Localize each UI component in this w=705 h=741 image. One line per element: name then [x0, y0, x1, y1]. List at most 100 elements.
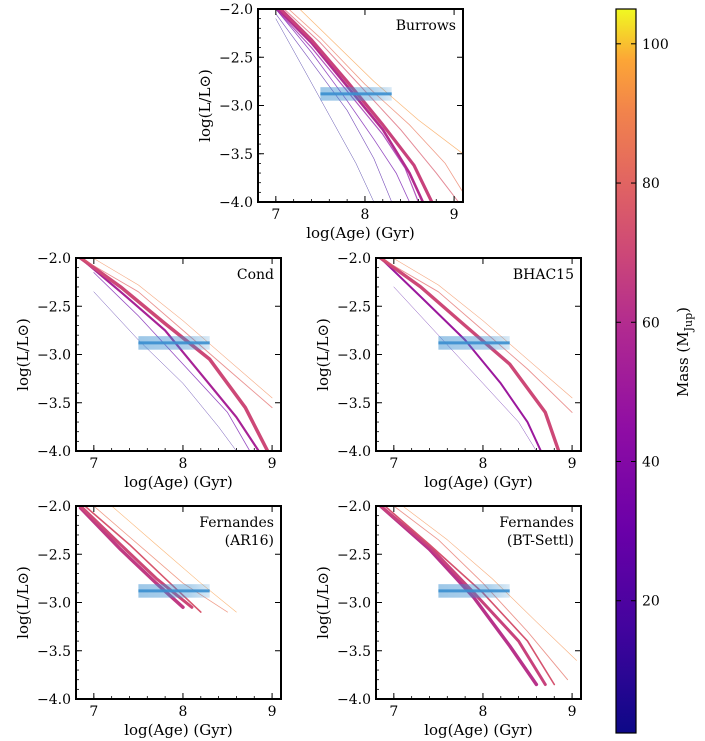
- plot-content: [275, 9, 463, 202]
- x-tick-label: 9: [450, 207, 459, 223]
- y-axis-label: log(L/L⊙): [314, 318, 332, 391]
- panel-title: BHAC15: [513, 267, 574, 283]
- plot-content: [78, 506, 237, 613]
- y-tick-label: −3.5: [337, 644, 371, 660]
- x-axis-label: log(Age) (Gyr): [124, 473, 233, 491]
- series-line-mass-80: [380, 258, 573, 413]
- x-tick-label: 9: [268, 704, 277, 720]
- y-tick-label: −4.0: [337, 692, 371, 708]
- y-tick-label: −2.5: [37, 299, 71, 315]
- series-line-mass-50: [379, 258, 542, 451]
- panel-burrows: 7 8 9 −2.0 −2.5 −3.0 −3.5 −4.0 log(Age) (Gyr) log…: [196, 2, 464, 242]
- x-tick-label: 7: [271, 207, 280, 223]
- y-tick-label: −4.0: [337, 444, 371, 460]
- plot-content: [378, 258, 573, 451]
- y-tick-label: −3.0: [219, 99, 253, 115]
- y-tick-label: −3.5: [219, 147, 253, 163]
- y-tick-label: −2.0: [337, 251, 371, 267]
- panel-title: Fernandes: [499, 515, 574, 531]
- x-tick-label: 8: [178, 456, 187, 472]
- y-axis-label: log(L/L⊙): [14, 318, 32, 391]
- series-line-mass-85: [287, 9, 463, 193]
- x-tick-label: 7: [389, 704, 398, 720]
- y-tick-label: −4.0: [37, 444, 71, 460]
- x-tick-label: 9: [568, 456, 577, 472]
- y-tick-label: −3.0: [337, 596, 371, 612]
- x-axis-label: log(Age) (Gyr): [124, 721, 233, 739]
- y-axis-label: log(L/L⊙): [314, 566, 332, 639]
- y-tick-label: −2.0: [337, 499, 371, 515]
- panel-title-line2: (AR16): [225, 533, 274, 549]
- series-line-mass-80: [80, 258, 273, 409]
- y-tick-label: −2.0: [219, 2, 253, 18]
- plot-content: [78, 258, 273, 451]
- x-tick-label: 9: [568, 704, 577, 720]
- colorbar-tick-label: 60: [642, 315, 660, 331]
- x-tick-label: 8: [478, 704, 487, 720]
- y-tick-label: −4.0: [219, 195, 253, 211]
- x-tick-label: 8: [178, 704, 187, 720]
- colorbar-tick-label: 40: [642, 455, 660, 471]
- series-line-mass-92: [402, 506, 577, 661]
- plot-content: [378, 506, 577, 687]
- panel-title: Cond: [237, 267, 274, 283]
- series-line-mass-15: [275, 13, 393, 202]
- y-tick-label: −2.5: [37, 547, 71, 563]
- x-tick-label: 8: [478, 456, 487, 472]
- y-tick-label: −2.0: [37, 499, 71, 515]
- y-tick-label: −2.5: [337, 299, 371, 315]
- y-tick-label: −3.5: [337, 396, 371, 412]
- series-line-mass-20: [393, 286, 537, 451]
- x-tick-label: 7: [89, 456, 98, 472]
- series-line-mass-95: [111, 506, 237, 613]
- series-line-mass-95: [299, 9, 463, 155]
- series-line-mass-5: [275, 18, 375, 202]
- series-line-mass-76: [283, 9, 459, 202]
- plot-area: [258, 9, 463, 202]
- x-tick-label: 7: [89, 704, 98, 720]
- colorbar-ticks: 20 40 60 80 100: [616, 37, 669, 610]
- plot-area: [76, 258, 281, 451]
- series-line-mass-60: [275, 9, 425, 202]
- y-axis-label: log(L/L⊙): [14, 566, 32, 639]
- y-tick-label: −2.5: [337, 547, 371, 563]
- panel-fernandes-btsettl: 7 8 9 −2.0 −2.5 −3.0 −3.5 −4.0 log(Age) (Gyr) log…: [314, 499, 582, 739]
- colorbar-label: Mass (MJup): [674, 307, 695, 397]
- y-tick-label: −2.5: [219, 50, 253, 66]
- panel-fernandes-ar16: 7 8 9 −2.0 −2.5 −3.0 −3.5 −4.0 log(Age) (Gyr) log…: [14, 499, 282, 739]
- y-tick-label: −3.0: [37, 596, 71, 612]
- panel-title: Fernandes: [199, 515, 274, 531]
- x-axis-label: log(Age) (Gyr): [306, 224, 415, 242]
- x-axis-label: log(Age) (Gyr): [424, 473, 533, 491]
- panel-title-line2: (BT-Settl): [507, 533, 574, 549]
- series-line-mass-30: [275, 9, 410, 202]
- series-line-mass-30: [93, 272, 251, 451]
- y-axis-label: log(L/L⊙): [196, 69, 214, 142]
- y-tick-label: −2.0: [37, 251, 71, 267]
- colorbar-tick-label: 80: [642, 176, 660, 192]
- colorbar-tick-label: 20: [642, 594, 660, 610]
- series-line-mass-45: [275, 9, 419, 202]
- x-tick-label: 7: [389, 456, 398, 472]
- colorbar-tick-label: 100: [642, 37, 669, 53]
- y-tick-label: −3.5: [37, 396, 71, 412]
- colorbar: 20 40 60 80 100 Mass (MJup): [615, 8, 695, 734]
- x-tick-label: 9: [268, 456, 277, 472]
- y-tick-label: −3.0: [337, 348, 371, 364]
- series-line-mass-55: [79, 258, 260, 451]
- series-line-mass-10: [93, 291, 237, 451]
- panel-title: Burrows: [396, 18, 456, 34]
- y-tick-label: −4.0: [37, 692, 71, 708]
- x-tick-label: 8: [360, 207, 369, 223]
- y-tick-label: −3.0: [37, 348, 71, 364]
- series-line-mass-90: [392, 258, 573, 399]
- panel-cond: 7 8 9 −2.0 −2.5 −3.0 −3.5 −4.0 log(Age) (Gyr) log…: [14, 251, 282, 491]
- series-line-mass-68: [278, 9, 434, 202]
- series-line-mass-90: [92, 258, 273, 399]
- y-tick-label: −3.5: [37, 644, 71, 660]
- x-axis-label: log(Age) (Gyr): [424, 721, 533, 739]
- panel-bhac15: 7 8 9 −2.0 −2.5 −3.0 −3.5 −4.0 log(Age) (Gyr) log…: [314, 251, 582, 491]
- colorbar-bar: [615, 8, 637, 734]
- series-line-mass-82: [393, 506, 569, 681]
